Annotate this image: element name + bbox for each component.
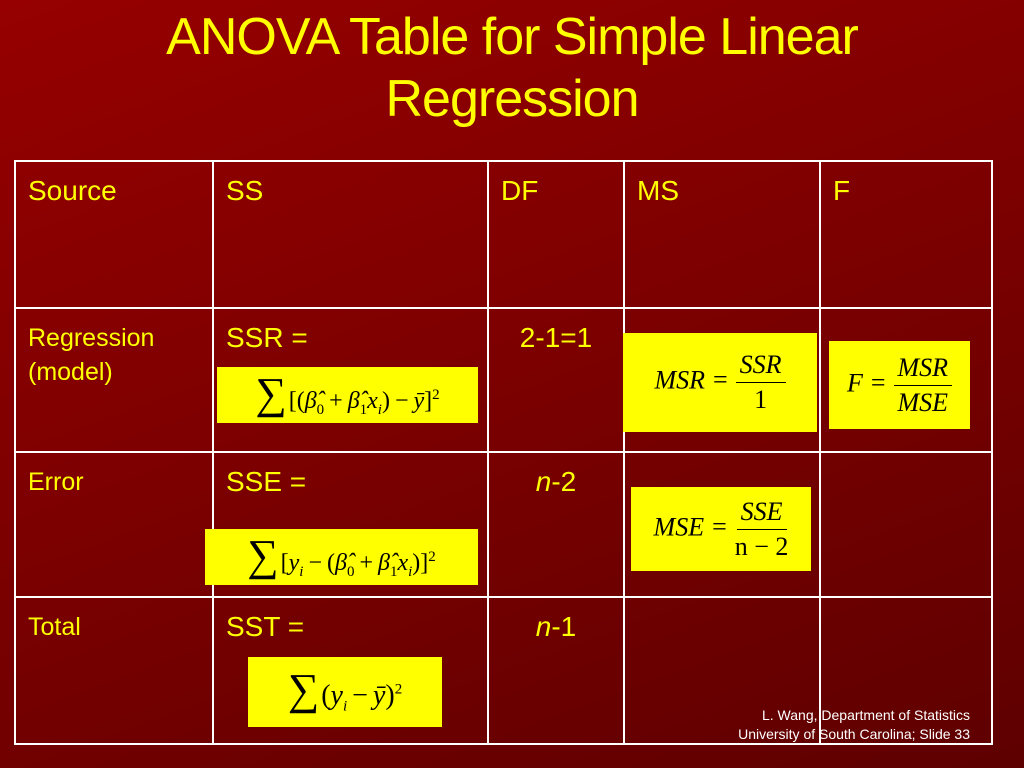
formula: ∑(yi − ȳ)2 (288, 668, 402, 716)
formula-part: 1 (359, 401, 368, 418)
formula-part: ] (424, 387, 433, 414)
ss-label: SSR = (226, 322, 308, 353)
numerator: SSR (735, 350, 786, 383)
ss-label: SST = (226, 611, 305, 642)
formula-part: − (394, 387, 409, 414)
header-row: Source SS DF MS F (14, 160, 993, 309)
anova-table: Source SS DF MS F Regression (model) SSR = 2-1… (14, 160, 993, 745)
denominator: n − 2 (734, 531, 789, 561)
formula-part: y (330, 680, 343, 712)
formula-part: β̂ (334, 549, 347, 576)
formula-part: ( (321, 680, 331, 712)
source-cell: Regression (model) (14, 307, 214, 453)
formula-part: + (359, 549, 373, 576)
df-cell: n-2 (487, 451, 625, 598)
formula-part: 2 (428, 548, 436, 565)
formula: ∑[yi − (β̂0 + β̂1xi)]2 (247, 530, 436, 581)
header-cell: Source (14, 160, 214, 309)
slide-title: ANOVA Table for Simple Linear Regression (0, 6, 1024, 130)
formula-part: ) (381, 387, 390, 414)
numerator: MSR (893, 353, 953, 386)
formula-part: ( (326, 549, 335, 576)
df-cell: n-1 (487, 596, 625, 745)
footer: L. Wang, Department of Statistics Univer… (738, 706, 970, 744)
formula: ∑[(β̂0 + β̂1xi) − ȳ]2 (255, 368, 440, 419)
formula-lhs: MSE (653, 511, 705, 541)
df-part: -1 (551, 611, 577, 642)
source-cell: Error (14, 451, 214, 598)
formula-part: 0 (346, 563, 355, 580)
formula-box: MSR = SSR 1 (623, 333, 817, 432)
formula-part: 2 (394, 681, 403, 698)
formula-lhs: F (846, 367, 863, 397)
formula-part: − (352, 680, 368, 712)
formula-part: i (408, 563, 413, 580)
formula-part: ∑ (255, 368, 287, 418)
formula-box: ∑[yi − (β̂0 + β̂1xi)]2 (205, 529, 478, 585)
formula-part: x (367, 387, 378, 414)
formula-lhs: MSR (654, 365, 705, 395)
df-cell: 2-1=1 (487, 307, 625, 453)
table-row: Error SSE = n-2 (14, 451, 993, 598)
formula-part: β̂ (304, 387, 317, 414)
formula-part: + (329, 387, 343, 414)
formula-part: ∑ (287, 665, 320, 715)
fraction: SSR 1 (735, 350, 786, 415)
formula-box: ∑(yi − ȳ)2 (248, 657, 442, 727)
formula: F = MSR MSE (846, 353, 953, 418)
df-part: n (535, 466, 552, 497)
fraction: MSR MSE (893, 353, 953, 418)
ms-cell (623, 596, 821, 745)
formula-part: ∑ (247, 530, 279, 580)
formula-box: F = MSR MSE (829, 341, 970, 429)
formula-part: x (397, 549, 409, 576)
formula-part: [( (288, 387, 305, 414)
source-cell: Total (14, 596, 214, 745)
formula-part: y (288, 549, 300, 576)
df-part: -2 (551, 466, 577, 497)
f-cell (819, 596, 993, 745)
formula-part: β̂ (377, 549, 390, 576)
formula-part: ȳ (372, 680, 386, 712)
formula-part: i (377, 401, 382, 418)
formula-eq: = (712, 365, 728, 395)
formula-part: β̂ (347, 387, 360, 414)
table-row: Total SST = n-1 (14, 596, 993, 745)
numerator: SSE (736, 497, 787, 530)
header-cell: DF (487, 160, 625, 309)
formula: MSR = SSR 1 (654, 350, 786, 415)
formula-part: 0 (316, 401, 325, 418)
formula-box: ∑[(β̂0 + β̂1xi) − ȳ]2 (217, 367, 478, 423)
formula-part: 2 (432, 386, 440, 403)
header-cell: MS (623, 160, 821, 309)
formula-eq: = (712, 511, 727, 541)
formula-part: i (342, 698, 348, 715)
formula-part: ) (385, 680, 395, 712)
formula: MSE = SSE n − 2 (654, 497, 789, 562)
title-text: ANOVA Table for Simple Linear Regression (166, 8, 859, 128)
formula-eq: = (870, 367, 886, 397)
formula-part: 1 (389, 563, 398, 580)
formula-part: i (299, 563, 304, 580)
footer-line: University of South Carolina; Slide 33 (738, 726, 970, 742)
formula-box: MSE = SSE n − 2 (631, 487, 811, 571)
footer-line: L. Wang, Department of Statistics (761, 707, 970, 723)
df-part: 2-1=1 (519, 322, 593, 353)
f-cell (819, 451, 993, 598)
header-cell: SS (212, 160, 489, 309)
fraction: SSE n − 2 (735, 497, 789, 562)
denominator: 1 (754, 385, 768, 414)
formula-part: )] (412, 549, 429, 576)
formula-part: ȳ (413, 387, 425, 414)
df-part: n (535, 611, 552, 642)
formula-part: [ (280, 549, 289, 576)
formula-part: − (308, 549, 322, 576)
denominator: MSE (897, 387, 949, 417)
ss-label: SSE = (226, 466, 307, 497)
header-cell: F (819, 160, 993, 309)
